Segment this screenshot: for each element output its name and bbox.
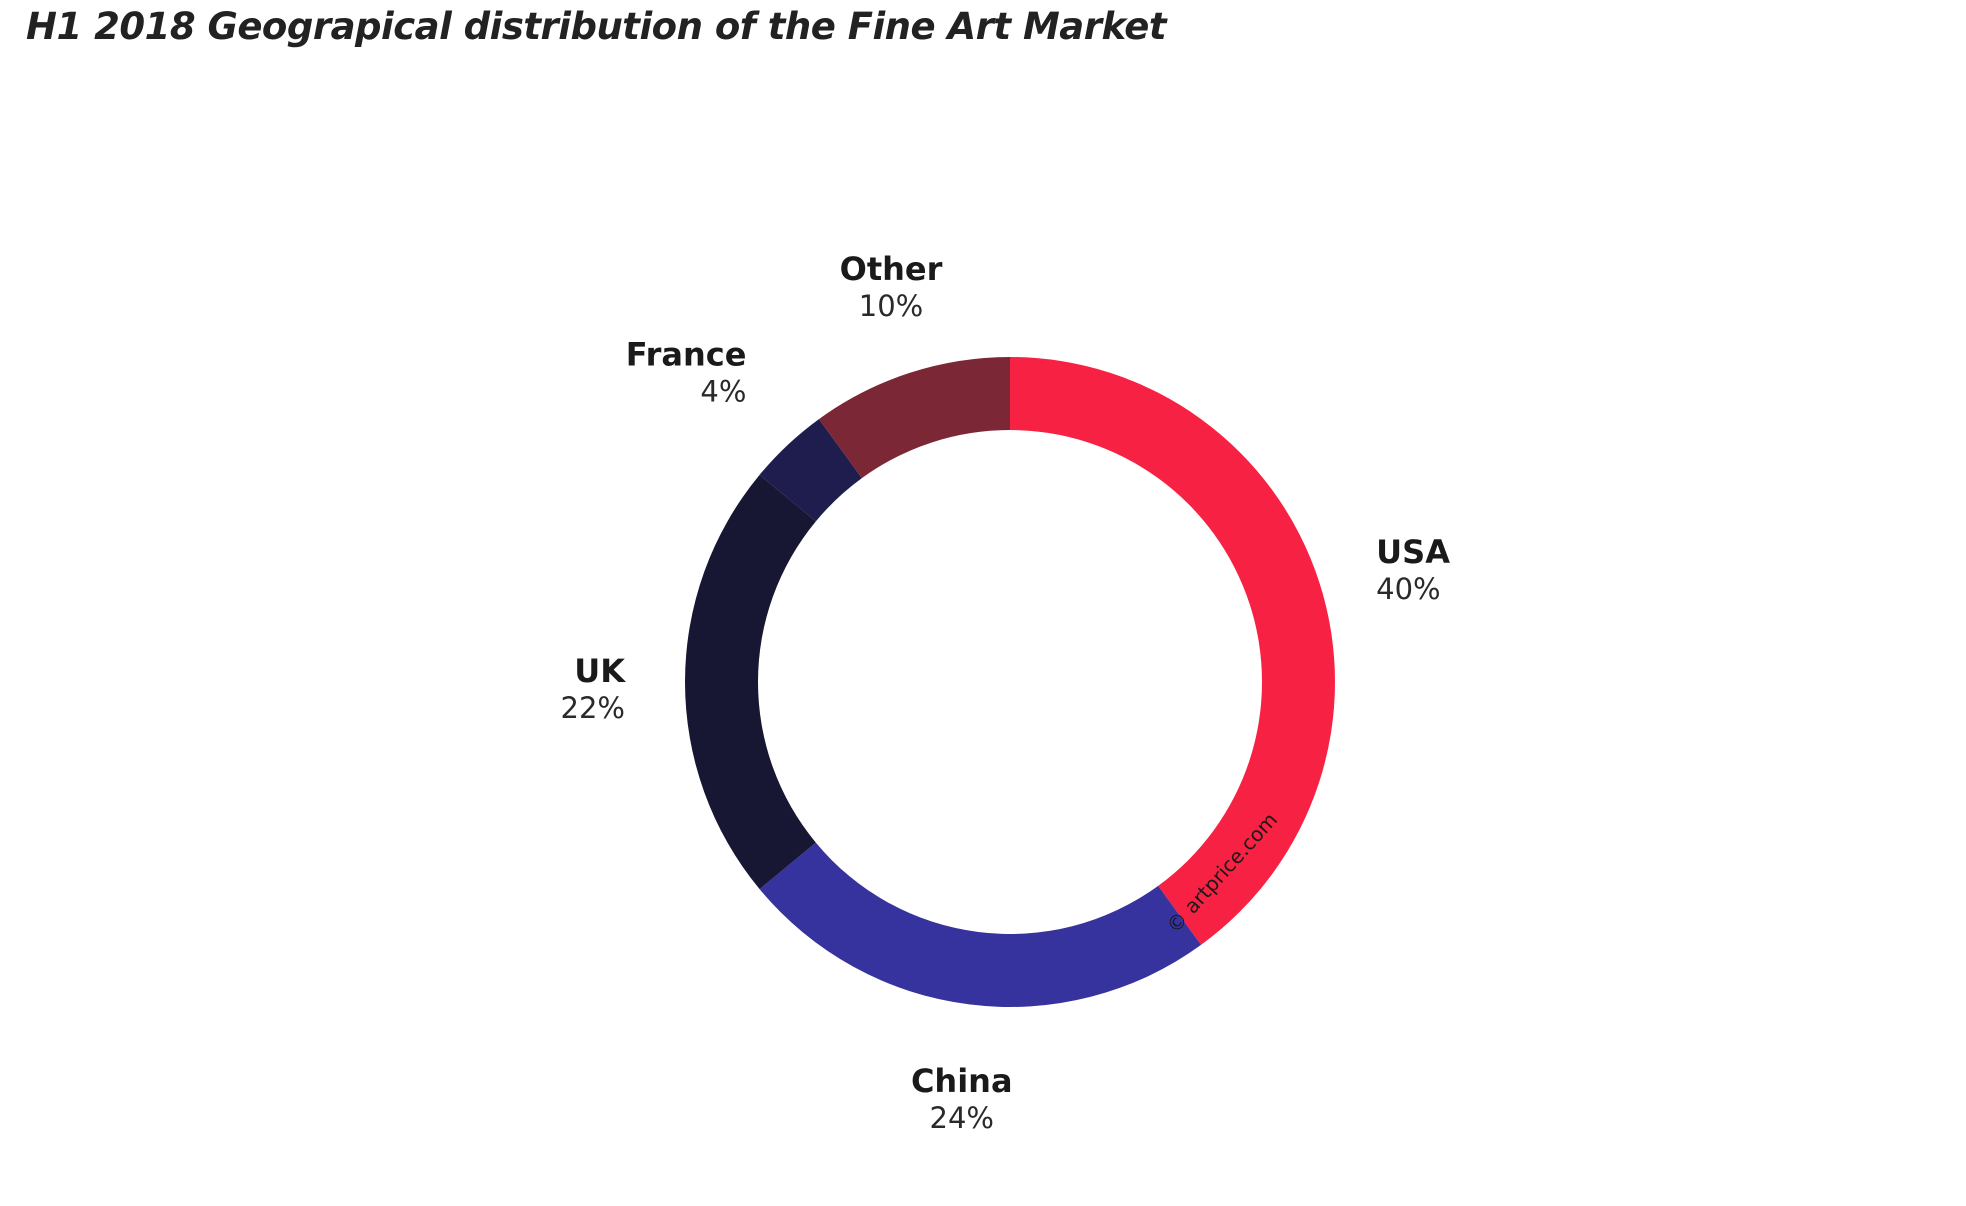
slice-value-other: 10% [859,289,923,323]
slice-value-uk: 22% [561,691,625,725]
donut-slices [684,357,1336,1007]
chart-title: H1 2018 Geograpical distribution of the … [26,5,1167,48]
slice-label-china: China [911,1062,1013,1100]
slice-china [759,842,1202,1007]
slice-label-france: France [626,335,747,373]
slice-other [818,357,1010,479]
slice-value-china: 24% [930,1101,994,1135]
slice-label-usa: USA [1376,533,1450,571]
slice-usa [1010,357,1336,945]
slice-france [759,419,862,522]
slice-value-usa: 40% [1376,572,1440,606]
slice-uk [684,474,816,890]
slice-label-uk: UK [574,652,626,690]
slice-label-other: Other [840,250,943,288]
slice-value-france: 4% [700,374,746,408]
